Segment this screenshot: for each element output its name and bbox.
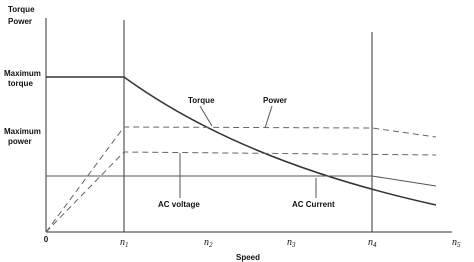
tick-main: n bbox=[120, 237, 125, 248]
ac-current-curve bbox=[46, 175, 437, 187]
y-label: power bbox=[8, 137, 32, 146]
curve-label: Torque bbox=[188, 96, 215, 105]
y-title: Power bbox=[8, 17, 32, 26]
x-tick-label: n2 bbox=[204, 237, 213, 249]
origin-label: 0 bbox=[44, 235, 49, 244]
tick-main: n bbox=[368, 237, 373, 248]
tick-sub: 3 bbox=[291, 241, 296, 249]
tick-sub: 5 bbox=[457, 241, 461, 249]
x-tick-label: n1 bbox=[120, 237, 129, 249]
x-title: Speed bbox=[236, 253, 260, 262]
x-ticks: n1 n2 n3 n4 n5 bbox=[120, 237, 461, 249]
x-tick-label: n3 bbox=[287, 237, 296, 249]
y-title: Torque bbox=[8, 5, 35, 14]
torque-curve bbox=[46, 76, 437, 206]
ac-voltage-curve bbox=[45, 151, 437, 233]
tick-sub: 2 bbox=[209, 241, 213, 249]
tick-sub: 4 bbox=[373, 241, 377, 249]
leader bbox=[264, 105, 273, 129]
y-label: torque bbox=[8, 79, 33, 88]
tick-main: n bbox=[204, 237, 209, 248]
curve-label: Power bbox=[263, 96, 287, 105]
curve-label: AC Current bbox=[292, 200, 335, 209]
leader bbox=[199, 105, 213, 127]
y-label: Maximum bbox=[4, 69, 41, 78]
y-label: Maximum bbox=[4, 127, 41, 136]
power-curve bbox=[45, 126, 437, 233]
x-tick-label: n4 bbox=[368, 237, 377, 249]
tick-main: n bbox=[287, 237, 292, 248]
tick-main: n bbox=[452, 237, 457, 248]
curve-label: AC voltage bbox=[158, 200, 200, 209]
tick-sub: 1 bbox=[125, 241, 129, 249]
x-tick-label: n5 bbox=[452, 237, 461, 249]
